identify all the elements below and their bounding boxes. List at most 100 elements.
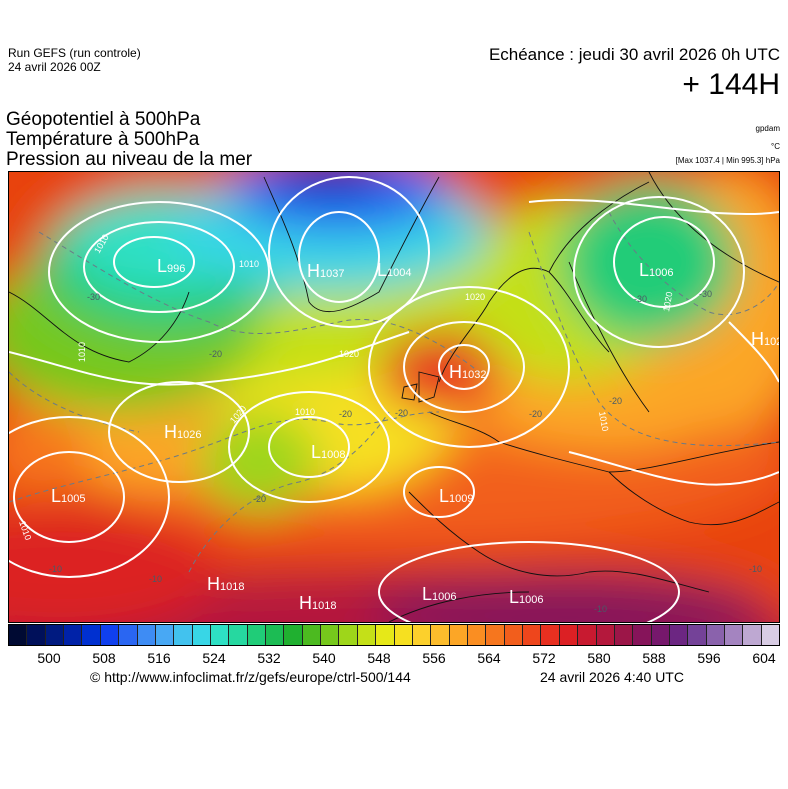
pressure-center-label: H1026 — [164, 422, 201, 442]
colorbar-tick-label: 556 — [422, 650, 446, 666]
colorbar-swatch — [210, 625, 230, 645]
colorbar-swatch — [82, 625, 101, 645]
pressure-center-label: H102 — [751, 329, 779, 349]
colorbar-tick-label: 596 — [697, 650, 721, 666]
colorbar-tick-label: 532 — [257, 650, 281, 666]
colorbar-swatch — [761, 625, 780, 645]
colorbar-tick-label: 588 — [642, 650, 666, 666]
colorbar-swatch — [559, 625, 579, 645]
pressure-center-label: L1008 — [311, 442, 346, 462]
colorbar-swatch — [486, 625, 505, 645]
colorbar-swatch — [633, 625, 652, 645]
forecast-valid-time: Echéance : jeudi 30 avril 2026 0h UTC — [488, 45, 780, 64]
temperature-label: -30 — [87, 292, 100, 302]
colorbar-swatch — [357, 625, 377, 645]
pressure-center-label: H1018 — [299, 593, 336, 613]
colorbar-swatch — [541, 625, 560, 645]
temperature-label: -20 — [253, 494, 266, 504]
isobar-label: 1010 — [295, 407, 315, 417]
weather-map: L996 H1037 L1004 L1006 H1032 H1026 L1008… — [8, 171, 780, 623]
isobars — [9, 176, 779, 622]
colorbar-swatch — [247, 625, 267, 645]
coastlines — [9, 172, 779, 622]
isobar-label: 1020 — [339, 349, 359, 359]
temperature-label: -20 — [395, 408, 408, 418]
weather-map-canvas: L996 H1037 L1004 L1006 H1032 H1026 L1008… — [9, 172, 779, 622]
isobar-label: 1010 — [239, 259, 259, 269]
source-url: © http://www.infoclimat.fr/z/gefs/europe… — [90, 669, 411, 685]
colorbar-tick-label: 508 — [92, 650, 116, 666]
pressure-center-label: H1018 — [207, 574, 244, 594]
colorbar-swatch — [9, 625, 28, 645]
colorbar-swatch — [449, 625, 468, 645]
colorbar-swatch — [743, 625, 762, 645]
temperature-label: -20 — [339, 409, 352, 419]
pressure-centers: L996 H1037 L1004 L1006 H1032 H1026 L1008… — [51, 256, 779, 613]
colorbar-swatch — [578, 625, 597, 645]
temperature-label: -20 — [609, 396, 622, 406]
colorbar-swatch — [725, 625, 744, 645]
pressure-center-label: L1006 — [509, 587, 544, 607]
colorbar-tick-label: 604 — [752, 650, 776, 666]
colorbar-swatch — [137, 625, 156, 645]
forecast-horizon: + 144H — [682, 68, 780, 101]
colorbar-tick-label: 524 — [202, 650, 226, 666]
pressure-center-label: H1032 — [449, 362, 486, 382]
run-date: 24 avril 2026 00Z — [8, 60, 101, 74]
temperature-label: -30 — [699, 289, 712, 299]
temperature-label: -10 — [149, 574, 162, 584]
temperature-label: -30 — [634, 294, 647, 304]
colorbar-swatch — [155, 625, 175, 645]
unit-temperature: °C — [771, 142, 780, 151]
colorbar-tick-label: 548 — [367, 650, 391, 666]
colorbar-swatch — [669, 625, 689, 645]
colorbar-tick-label: 572 — [532, 650, 556, 666]
colorbar-swatch — [229, 625, 248, 645]
geopotential-field — [9, 172, 779, 622]
colorbar-swatch — [651, 625, 670, 645]
colorbar-swatch — [100, 625, 120, 645]
colorbar-swatch — [119, 625, 138, 645]
colorbar-swatch — [596, 625, 615, 645]
colorbar-swatch — [27, 625, 46, 645]
colorbar-swatch — [431, 625, 450, 645]
run-title: Run GEFS (run controle) — [8, 46, 141, 60]
colorbar-swatch — [45, 625, 65, 645]
colorbar-tick-label: 540 — [312, 650, 336, 666]
colorbar-swatch — [467, 625, 487, 645]
pressure-center-label: L1006 — [422, 584, 457, 604]
geopotential-colorbar — [8, 624, 780, 646]
colorbar-swatch — [284, 625, 303, 645]
colorbar-swatch — [302, 625, 322, 645]
pressure-center-label: L1006 — [639, 260, 674, 280]
unit-pressure-range: [Max 1037.4 | Min 995.3] hPa — [675, 156, 780, 165]
colorbar-swatch — [266, 625, 285, 645]
colorbar-swatch — [321, 625, 340, 645]
colorbar-swatch — [192, 625, 211, 645]
temperature-label: -20 — [529, 409, 542, 419]
temperature-label: -20 — [209, 349, 222, 359]
isobar-label: 1010 — [597, 411, 610, 432]
pressure-center-label: L1004 — [377, 260, 412, 280]
temperature-labels: -20 -30 -20 -20 -20 -30 -30 -20 -10 -20 … — [49, 289, 762, 614]
colorbar-swatch — [174, 625, 193, 645]
colorbar-swatch — [688, 625, 707, 645]
generation-timestamp: 24 avril 2026 4:40 UTC — [540, 669, 684, 685]
unit-geopotential: gpdam — [755, 124, 780, 133]
colorbar-swatch — [706, 625, 726, 645]
colorbar-swatch — [339, 625, 358, 645]
temperature-label: -10 — [594, 604, 607, 614]
param-geopotential: Géopotentiel à 500hPa — [6, 109, 201, 130]
pressure-center-label: L1005 — [51, 486, 86, 506]
colorbar-swatch — [523, 625, 542, 645]
colorbar-tick-label: 564 — [477, 650, 501, 666]
isobar-label: 1020 — [661, 291, 674, 312]
pressure-center-label: L1009 — [439, 486, 474, 506]
colorbar-swatch — [412, 625, 432, 645]
colorbar-swatch — [64, 625, 83, 645]
param-temperature: Température à 500hPa — [6, 129, 200, 150]
colorbar-tick-label: 500 — [37, 650, 61, 666]
param-pressure: Pression au niveau de la mer — [6, 149, 253, 170]
temperature-label: -10 — [49, 564, 62, 574]
colorbar-swatch — [614, 625, 634, 645]
